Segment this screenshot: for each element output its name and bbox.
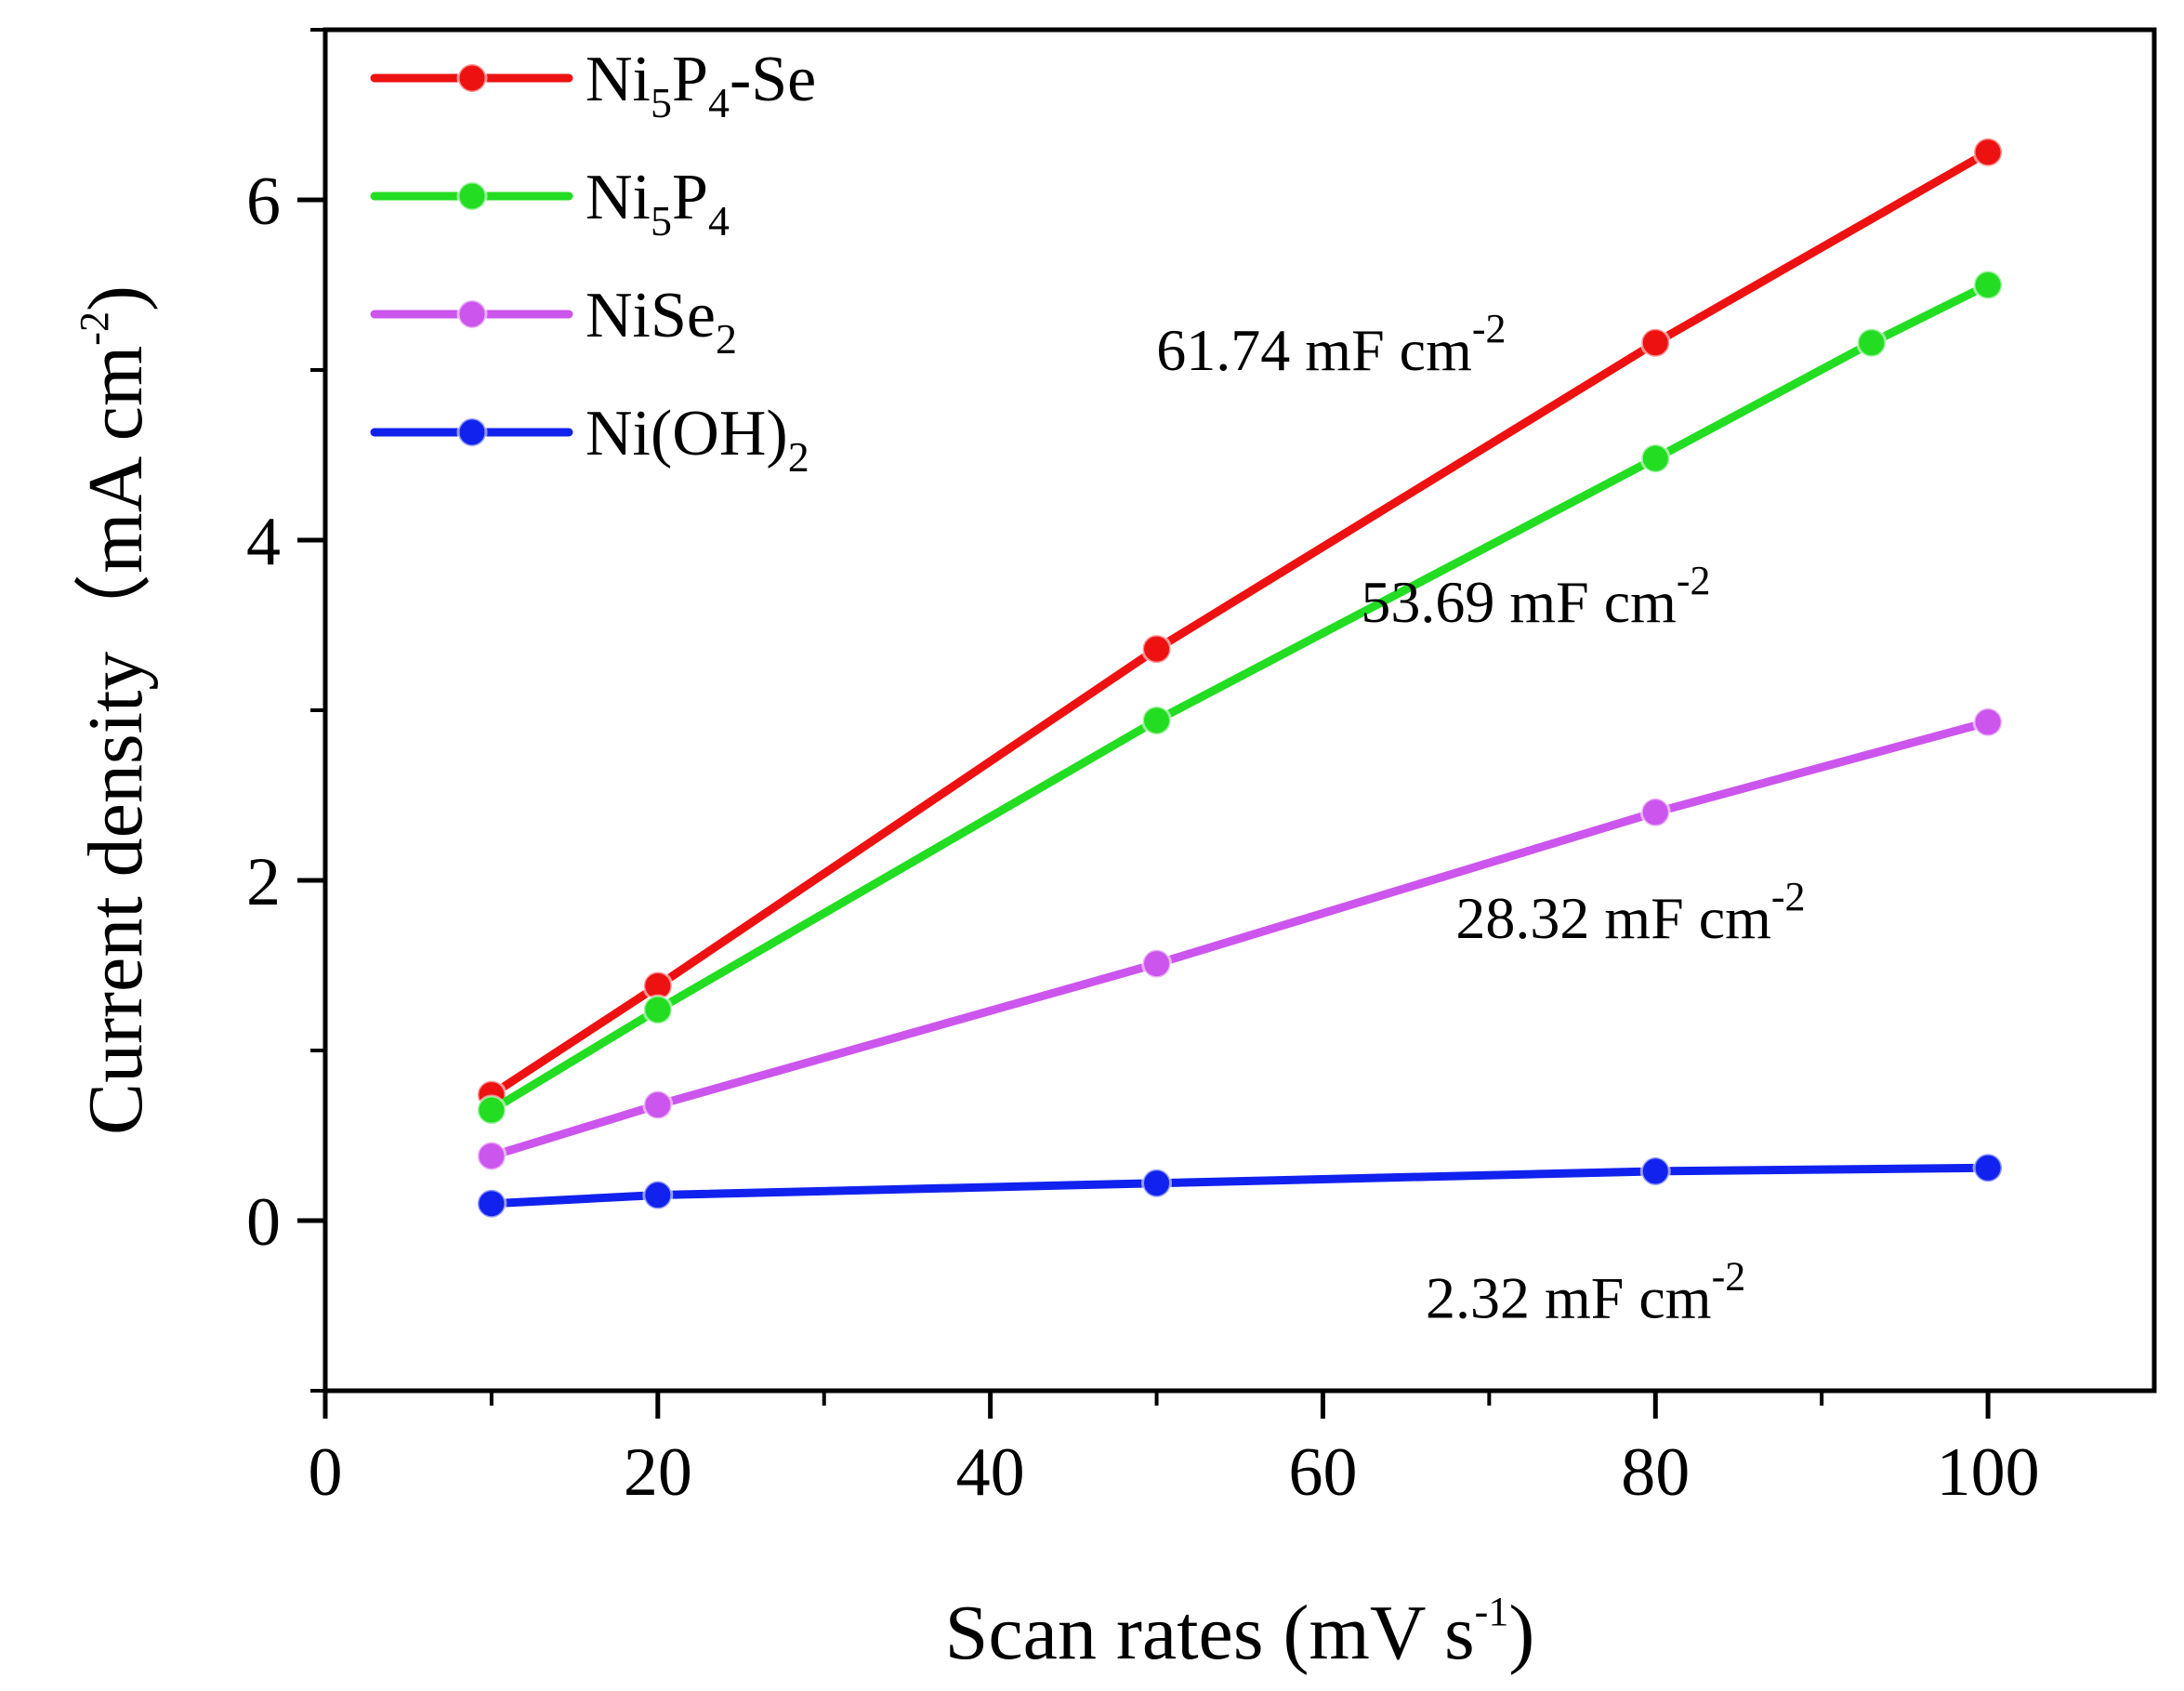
x-tick-label: 60 [1288,1434,1357,1511]
x-axis-label-end: ) [1508,1590,1534,1676]
annotation-sup: -2 [1472,306,1506,351]
legend-label-part: 4 [708,197,730,244]
annotation-sup: -2 [1771,874,1806,919]
data-point [1972,137,2004,168]
series-2 [476,707,2004,1171]
series-0 [476,137,2004,1111]
legend-label-part: 5 [651,79,672,126]
data-point [476,1140,507,1171]
legend-marker [456,416,488,448]
x-tick-label: 100 [1937,1434,2040,1511]
legend-label-part: 2 [788,433,809,481]
annotation-sup: -2 [1712,1253,1746,1299]
y-axis-label-sup: -2 [72,311,117,346]
legend-marker [456,180,488,212]
x-tick-label: 80 [1621,1434,1690,1511]
annotation-main: 61.74 mF cm [1156,317,1472,383]
legend-label-part: P [672,162,708,233]
capacitance-annotation: 53.69 mF cm-2 [1361,558,1710,635]
legend-label-part: 2 [716,315,737,363]
y-tick-label: 0 [246,1184,281,1261]
annotation-main: 2.32 mF cm [1426,1264,1712,1330]
annotation-main: 53.69 mF cm [1361,569,1677,635]
annotation-sup: -2 [1677,558,1711,603]
data-point [1639,443,1671,474]
data-point [476,1094,507,1126]
data-point [1856,327,1888,359]
data-point [1141,633,1173,665]
legend-label: NiSe2 [585,280,737,363]
data-point [1972,1152,2004,1183]
capacitance-annotation: 28.32 mF cm-2 [1455,874,1805,951]
data-point [642,1180,674,1211]
series-line [487,1163,1993,1209]
y-axis-label-main: Current density（mA cm [72,346,159,1135]
legend-label-part: Ni(OH) [585,398,788,469]
legend-item: Ni5P4 [370,162,730,244]
x-tick-label: 40 [956,1434,1025,1511]
x-axis-label: Scan rates (mV s-1) [945,1589,1535,1676]
data-point [1972,707,2004,738]
y-tick-label: 4 [246,504,281,580]
legend-label: Ni5P4 [585,162,730,244]
plot-frame [322,27,2157,1394]
series-line [487,148,1993,1100]
x-axis-label-main: Scan rates (mV s [945,1590,1475,1676]
legend-item: Ni5P4-Se [370,44,816,126]
capacitance-annotation: 61.74 mF cm-2 [1156,306,1506,383]
legend-label: Ni5P4-Se [585,44,816,126]
legend-label-part: Ni [585,162,651,233]
data-point [1141,1168,1173,1199]
ticks-layer [297,28,1991,1419]
legend-label-part: NiSe [585,280,716,351]
series-3 [476,1152,2004,1220]
data-point [1639,797,1671,828]
data-point [1639,1156,1671,1187]
data-point [642,994,674,1025]
y-axis-label-end: ) [72,285,159,311]
legend-item: Ni(OH)2 [370,398,809,481]
data-point [1141,705,1173,736]
x-tick-label: 0 [309,1434,343,1511]
legend-item: NiSe2 [370,280,737,363]
y-tick-label: 2 [246,844,281,920]
data-point [476,1188,507,1220]
x-axis-label-sup: -1 [1475,1589,1509,1634]
series-line [487,281,1993,1115]
data-point [1972,270,2004,300]
capacitance-annotation: 2.32 mF cm-2 [1426,1253,1745,1330]
annotations: 61.74 mF cm-253.69 mF cm-228.32 mF cm-22… [1156,306,1805,1330]
series-layer [476,137,2004,1220]
legend-label-part: -Se [730,44,816,115]
legend-label-part: P [672,44,708,115]
legend-marker [456,298,488,330]
legend-label: Ni(OH)2 [585,398,809,481]
legend-label-part: 4 [708,79,730,126]
legend-label-part: 5 [651,197,672,244]
y-axis-label: Current density（mA cm-2) [72,285,159,1135]
data-point [1141,948,1173,980]
legend-label-part: Ni [585,44,651,115]
annotation-main: 28.32 mF cm [1455,885,1771,951]
legend-marker [456,62,488,94]
data-point [642,1090,674,1121]
y-tick-label: 6 [246,164,281,240]
data-point [1639,327,1671,359]
x-tick-label: 20 [624,1434,692,1511]
series-1 [476,270,2004,1126]
